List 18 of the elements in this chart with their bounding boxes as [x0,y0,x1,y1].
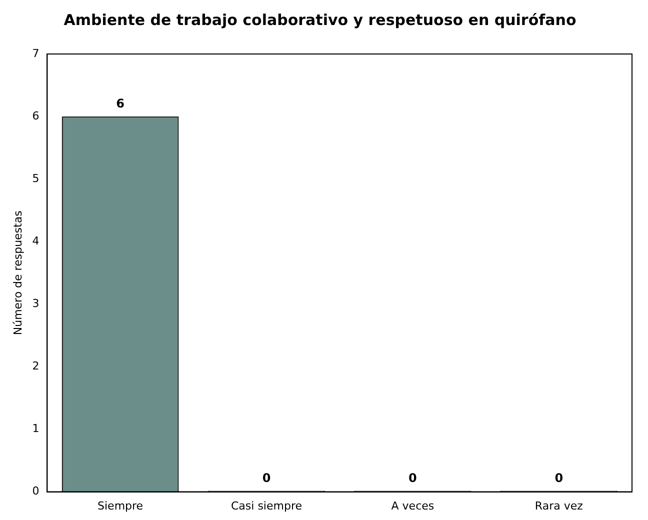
data-label: 0 [554,470,564,485]
data-label: 0 [408,470,417,485]
x-tick-label: A veces [391,499,434,512]
y-tick-label: 6 [32,109,40,122]
y-tick-label: 0 [32,484,40,498]
chart-title: Ambiente de trabajo colaborativo y respetuoso en quirófano [64,10,576,29]
y-tick-label: 7 [32,46,40,60]
x-tick-label: Casi siempre [230,499,302,512]
y-tick-label: 3 [32,297,40,310]
data-label: 0 [262,470,271,485]
y-tick-label: 4 [32,234,40,248]
y-tick-label: 2 [32,360,40,373]
x-tick-label: Rara vez [534,499,584,512]
y-tick-label: 5 [32,172,40,185]
data-label: 6 [116,96,124,111]
y-axis-title: Número de respuestas [11,210,24,336]
y-tick-label: 1 [32,422,40,436]
x-tick-label: Siempre [98,499,144,512]
